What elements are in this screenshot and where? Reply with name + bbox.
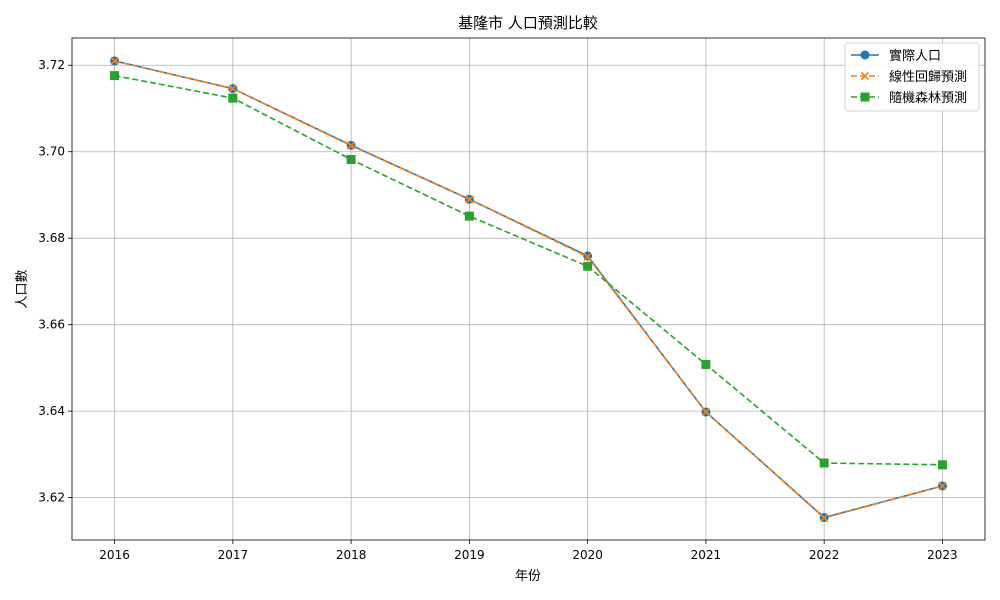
- y-tick-label: 3.64: [38, 404, 65, 418]
- y-tick-label: 3.70: [38, 145, 65, 159]
- legend-label: 隨機森林預測: [889, 91, 967, 106]
- series-1-line: [114, 60, 943, 519]
- series-1: [110, 56, 947, 523]
- x-tick-label: 2022: [809, 548, 840, 562]
- x-axis-title: 年份: [515, 569, 541, 584]
- legend-box: [844, 42, 980, 112]
- series-3: [110, 71, 947, 470]
- series-3-point: [110, 71, 120, 81]
- series-3-point: [228, 93, 238, 103]
- series-2-point: [228, 84, 237, 93]
- series-2-point-stroke: [820, 513, 829, 523]
- axes: 2016 2017 2018 2019 2020 2021 2022 2023 3.62 3.64…: [38, 37, 986, 562]
- legend-marker: [860, 50, 870, 60]
- legend-item: 線性回歸預測: [851, 69, 967, 85]
- x-tick-label: 2019: [454, 548, 485, 562]
- legend-label: 線性回歸預測: [889, 69, 967, 85]
- series-2-point-stroke: [701, 407, 710, 417]
- series-group: [110, 56, 947, 523]
- series-2-point: [465, 195, 474, 204]
- series-3-line: [114, 74, 943, 466]
- series-3-point: [346, 155, 356, 165]
- x-tick-label: 2021: [691, 548, 722, 562]
- legend-label: 實際人口: [889, 48, 941, 64]
- legend-marker-stroke: [860, 71, 870, 81]
- chart-title: 基隆市 人口預測比較: [458, 14, 598, 32]
- series-2-point-stroke: [465, 195, 474, 204]
- legend-marker: [860, 71, 870, 81]
- series-2-point-stroke: [583, 252, 592, 261]
- legend-marker: [860, 92, 870, 102]
- legend-item: 實際人口: [851, 48, 941, 64]
- series-2-point: [701, 407, 710, 417]
- x-tick-label: 2023: [927, 548, 958, 562]
- series-3-point: [937, 460, 947, 470]
- y-tick-label: 3.72: [38, 58, 65, 72]
- series-3-point: [464, 211, 474, 221]
- y-tick-label: 3.62: [38, 491, 65, 505]
- series-2-point-stroke: [228, 84, 237, 93]
- x-tick-label: 2020: [572, 548, 603, 562]
- series-2-point: [347, 141, 356, 150]
- y-tick-label: 3.66: [38, 318, 65, 332]
- series-2-point: [110, 56, 119, 65]
- legend-item: 隨機森林預測: [851, 91, 967, 106]
- series-3-point: [701, 359, 711, 369]
- x-tick-label: 2016: [99, 548, 130, 562]
- series-2-point: [583, 252, 592, 261]
- series-2-point-stroke: [938, 481, 947, 491]
- y-tick-label: 3.68: [38, 231, 65, 245]
- y-axis-title: 人口數: [15, 269, 30, 308]
- plot-frame: [71, 37, 986, 541]
- series-2-line: [114, 60, 943, 519]
- series-2-point: [820, 513, 829, 523]
- series-2-point-stroke: [347, 141, 356, 150]
- series-3-point: [819, 458, 829, 468]
- series-2: [110, 56, 947, 523]
- series-2-point: [938, 481, 947, 491]
- series-3-point: [583, 261, 593, 271]
- x-tick-label: 2017: [218, 548, 249, 562]
- grid: [72, 38, 985, 540]
- series-2-point-stroke: [110, 56, 119, 65]
- x-tick-label: 2018: [336, 548, 367, 562]
